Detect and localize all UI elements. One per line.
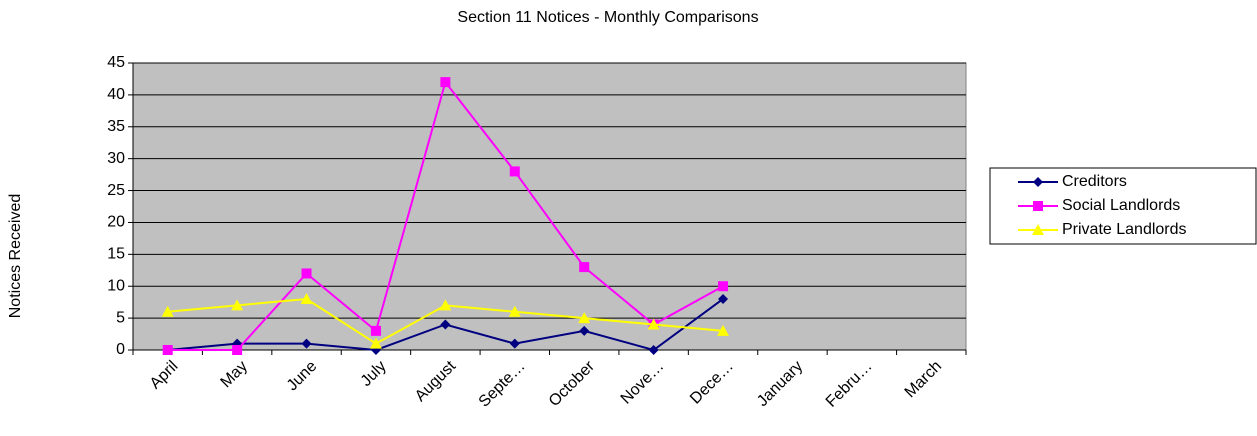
x-tick-label: April <box>147 358 182 393</box>
marker <box>1033 177 1043 187</box>
x-tick-label: May <box>218 358 251 391</box>
marker <box>161 305 174 317</box>
marker <box>579 262 590 273</box>
x-tick-label: Dece… <box>687 358 737 408</box>
marker <box>718 281 729 292</box>
x-tick-label: Nove… <box>618 358 668 408</box>
x-tick-label: August <box>412 357 460 405</box>
marker <box>648 345 659 355</box>
y-tick-label: 25 <box>107 182 125 199</box>
marker <box>301 268 312 279</box>
x-tick-label: March <box>902 358 945 401</box>
legend-label: Creditors <box>1062 173 1127 190</box>
x-tick-label: October <box>546 357 599 410</box>
marker <box>718 293 729 304</box>
chart-title: Section 11 Notices - Monthly Comparisons <box>457 9 758 26</box>
marker <box>578 312 591 324</box>
marker <box>508 305 521 317</box>
marker <box>1032 224 1044 235</box>
marker <box>370 325 381 336</box>
marker <box>369 337 382 349</box>
y-tick-label: 5 <box>116 309 125 326</box>
y-tick-label: 40 <box>107 86 125 103</box>
marker <box>231 299 244 311</box>
marker <box>439 299 452 311</box>
legend-label: Social Landlords <box>1062 197 1180 214</box>
marker <box>509 338 520 349</box>
y-tick-label: 20 <box>107 214 125 231</box>
marker <box>647 318 660 330</box>
legend: Creditors Social Landlords Private Landlor… <box>989 167 1257 245</box>
marker <box>232 345 243 355</box>
marker <box>440 77 451 88</box>
y-tick-label: 30 <box>107 150 125 167</box>
plot-area <box>132 62 967 351</box>
x-tick-label: July <box>358 358 390 390</box>
x-tick-label: Febru… <box>823 358 876 411</box>
y-axis-label: Notices Received <box>7 194 24 319</box>
marker <box>440 319 451 330</box>
y-tick-label: 45 <box>107 54 125 71</box>
y-tick-label: 10 <box>107 277 125 294</box>
x-tick-label: January <box>754 358 806 410</box>
x-tick-label: June <box>284 358 321 395</box>
legend-label: Private Landlords <box>1062 221 1187 238</box>
marker <box>301 338 312 349</box>
marker <box>300 292 313 304</box>
y-tick-label: 35 <box>107 118 125 135</box>
marker <box>1033 201 1043 211</box>
y-tick-label: 0 <box>116 341 125 358</box>
y-tick-label: 15 <box>107 246 125 263</box>
marker <box>509 166 520 177</box>
x-tick-label: Septe… <box>476 358 529 411</box>
marker <box>162 345 173 355</box>
marker <box>717 324 730 336</box>
marker <box>579 325 590 336</box>
